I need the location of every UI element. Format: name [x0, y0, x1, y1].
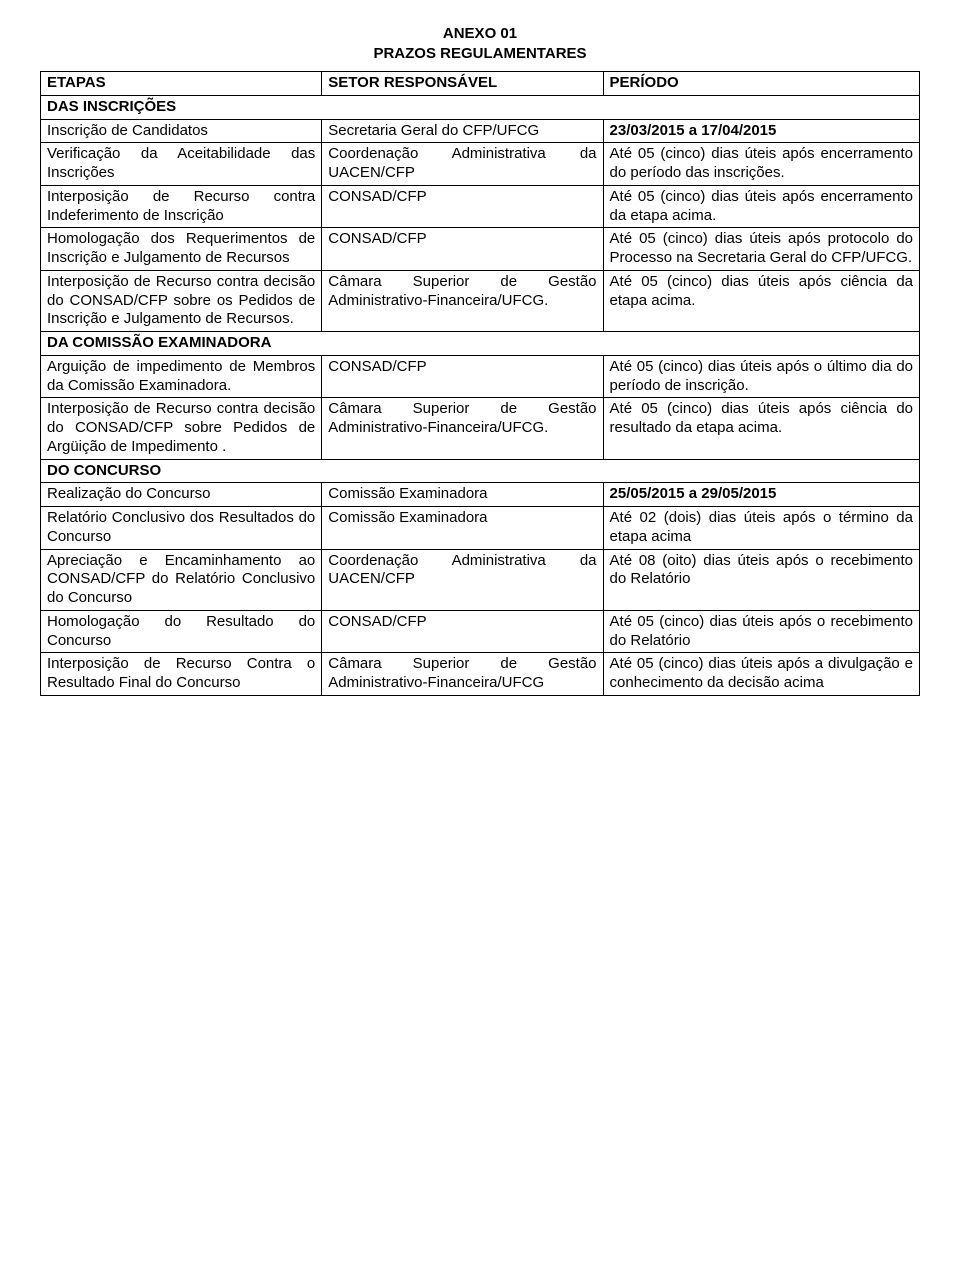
cell-periodo: Até 02 (dois) dias úteis após o término …	[603, 507, 919, 550]
header-setor: SETOR RESPONSÁVEL	[322, 72, 603, 96]
section-concurso: DO CONCURSO	[41, 459, 920, 483]
cell-periodo: Até 05 (cinco) dias úteis após protocolo…	[603, 228, 919, 271]
cell-setor: Secretaria Geral do CFP/UFCG	[322, 119, 603, 143]
cell-setor: Comissão Examinadora	[322, 483, 603, 507]
cell-setor: CONSAD/CFP	[322, 228, 603, 271]
table-row: Interposição de Recurso contra decisão d…	[41, 270, 920, 331]
cell-setor: CONSAD/CFP	[322, 185, 603, 228]
table-row: Relatório Conclusivo dos Resultados do C…	[41, 507, 920, 550]
section-label: DA COMISSÃO EXAMINADORA	[41, 332, 920, 356]
cell-periodo: Até 05 (cinco) dias úteis após a divulga…	[603, 653, 919, 696]
table-row: Arguição de impedimento de Membros da Co…	[41, 355, 920, 398]
cell-periodo: 25/05/2015 a 29/05/2015	[603, 483, 919, 507]
cell-setor: Coordenação Administrativa da UACEN/CFP	[322, 549, 603, 610]
cell-setor: Câmara Superior de Gestão Administrativo…	[322, 398, 603, 459]
schedule-table: ETAPAS SETOR RESPONSÁVEL PERÍODO DAS INS…	[40, 71, 920, 696]
table-row: Interposição de Recurso contra Indeferim…	[41, 185, 920, 228]
cell-setor: Comissão Examinadora	[322, 507, 603, 550]
table-row: Realização do Concurso Comissão Examinad…	[41, 483, 920, 507]
cell-periodo: Até 08 (oito) dias úteis após o recebime…	[603, 549, 919, 610]
cell-etapa: Realização do Concurso	[41, 483, 322, 507]
cell-etapa: Interposição de Recurso Contra o Resulta…	[41, 653, 322, 696]
title-line-2: PRAZOS REGULAMENTARES	[40, 44, 920, 64]
section-inscricoes: DAS INSCRIÇÕES	[41, 95, 920, 119]
table-row: Interposição de Recurso contra decisão d…	[41, 398, 920, 459]
cell-etapa: Homologação dos Requerimentos de Inscriç…	[41, 228, 322, 271]
cell-periodo: Até 05 (cinco) dias úteis após ciência d…	[603, 398, 919, 459]
title-line-1: ANEXO 01	[40, 24, 920, 44]
table-row: Inscrição de Candidatos Secretaria Geral…	[41, 119, 920, 143]
table-row: Apreciação e Encaminhamento ao CONSAD/CF…	[41, 549, 920, 610]
cell-etapa: Homologação do Resultado do Concurso	[41, 610, 322, 653]
cell-periodo: Até 05 (cinco) dias úteis após encerrame…	[603, 185, 919, 228]
cell-etapa: Apreciação e Encaminhamento ao CONSAD/CF…	[41, 549, 322, 610]
cell-etapa: Interposição de Recurso contra decisão d…	[41, 270, 322, 331]
cell-etapa: Verificação da Aceitabilidade das Inscri…	[41, 143, 322, 186]
cell-etapa: Interposição de Recurso contra Indeferim…	[41, 185, 322, 228]
cell-setor: CONSAD/CFP	[322, 610, 603, 653]
cell-periodo: Até 05 (cinco) dias úteis após o recebim…	[603, 610, 919, 653]
cell-periodo: 23/03/2015 a 17/04/2015	[603, 119, 919, 143]
cell-setor: Câmara Superior de Gestão Administrativo…	[322, 270, 603, 331]
cell-setor: Coordenação Administrativa da UACEN/CFP	[322, 143, 603, 186]
cell-periodo: Até 05 (cinco) dias úteis após o último …	[603, 355, 919, 398]
cell-periodo: Até 05 (cinco) dias úteis após encerrame…	[603, 143, 919, 186]
table-row: Homologação do Resultado do Concurso CON…	[41, 610, 920, 653]
table-row: Homologação dos Requerimentos de Inscriç…	[41, 228, 920, 271]
cell-etapa: Interposição de Recurso contra decisão d…	[41, 398, 322, 459]
cell-etapa: Inscrição de Candidatos	[41, 119, 322, 143]
cell-setor: CONSAD/CFP	[322, 355, 603, 398]
header-etapas: ETAPAS	[41, 72, 322, 96]
section-label: DO CONCURSO	[41, 459, 920, 483]
document-title: ANEXO 01 PRAZOS REGULAMENTARES	[40, 24, 920, 63]
header-row: ETAPAS SETOR RESPONSÁVEL PERÍODO	[41, 72, 920, 96]
section-label: DAS INSCRIÇÕES	[41, 95, 920, 119]
cell-etapa: Relatório Conclusivo dos Resultados do C…	[41, 507, 322, 550]
header-periodo: PERÍODO	[603, 72, 919, 96]
table-row: Interposição de Recurso Contra o Resulta…	[41, 653, 920, 696]
cell-setor: Câmara Superior de Gestão Administrativo…	[322, 653, 603, 696]
cell-periodo: Até 05 (cinco) dias úteis após ciência d…	[603, 270, 919, 331]
section-comissao: DA COMISSÃO EXAMINADORA	[41, 332, 920, 356]
table-row: Verificação da Aceitabilidade das Inscri…	[41, 143, 920, 186]
cell-etapa: Arguição de impedimento de Membros da Co…	[41, 355, 322, 398]
